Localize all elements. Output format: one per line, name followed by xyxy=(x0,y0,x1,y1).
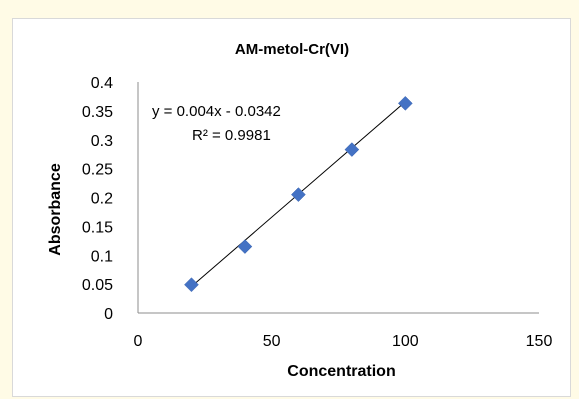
chart-title: AM-metol-Cr(VI) xyxy=(235,41,349,58)
x-axis-title: Concentration xyxy=(287,363,395,380)
axes: 0 0.05 0.1 0.15 0.2 0.25 0.3 0.35 0.4 0 50 100 150 xyxy=(82,75,553,350)
data-point xyxy=(344,142,360,157)
scatter-chart: AM-metol-Cr(VI) 0 0.05 0.1 0.15 0.2 0.25 0.3 0.… xyxy=(47,41,553,380)
x-tick-label: 100 xyxy=(392,333,419,350)
data-points xyxy=(184,96,413,293)
y-axis-title: Absorbance xyxy=(47,163,64,256)
data-point xyxy=(291,187,306,202)
y-tick-label: 0.05 xyxy=(82,277,113,294)
x-tick-label: 0 xyxy=(134,333,143,350)
y-tick-label: 0.25 xyxy=(82,162,113,179)
y-tick-label: 0.15 xyxy=(82,219,113,236)
y-tick-label: 0 xyxy=(104,306,113,323)
x-tick-label: 50 xyxy=(263,333,281,350)
y-tick-label: 0.3 xyxy=(91,133,113,150)
x-tick-label: 150 xyxy=(526,333,553,350)
trendline-equation: y = 0.004x - 0.0342 xyxy=(152,103,281,120)
y-tick-label: 0.4 xyxy=(91,75,113,92)
y-tick-label: 0.35 xyxy=(82,104,113,121)
data-point xyxy=(184,277,199,293)
y-tick-label: 0.1 xyxy=(91,248,113,265)
y-tick-label: 0.2 xyxy=(91,191,113,208)
r-squared-label: R² = 0.9981 xyxy=(192,127,271,144)
data-point xyxy=(237,239,253,254)
chart-area: AM-metol-Cr(VI) 0 0.05 0.1 0.15 0.2 0.25 0.3 0.… xyxy=(12,18,571,397)
data-point xyxy=(397,96,413,111)
